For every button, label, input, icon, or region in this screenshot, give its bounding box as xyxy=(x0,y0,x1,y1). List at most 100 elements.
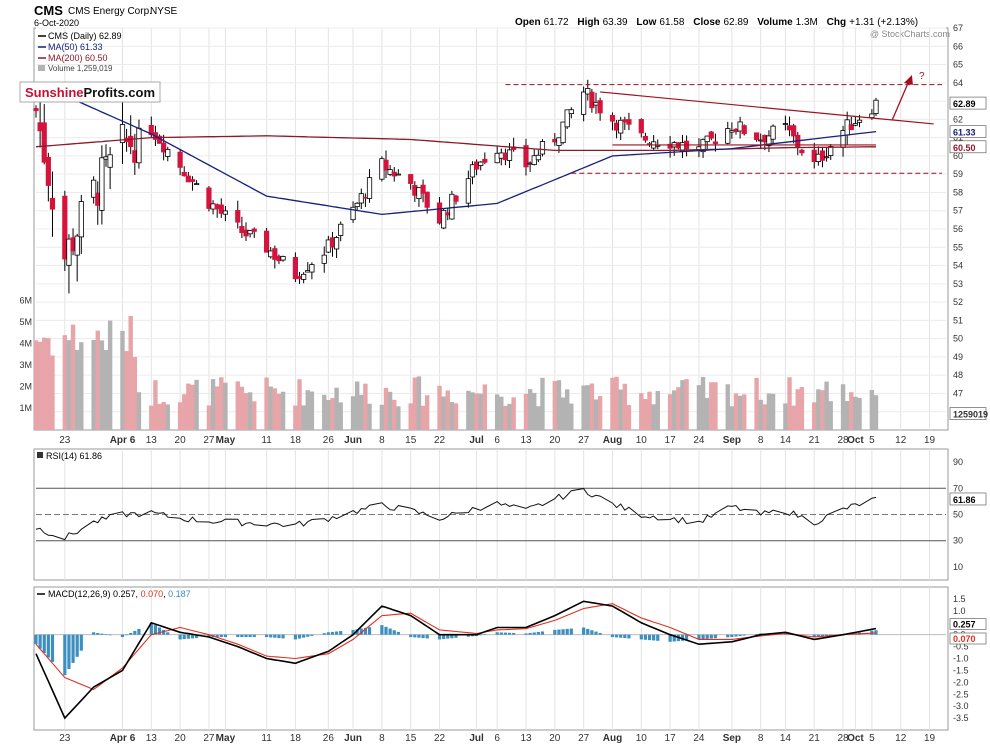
volume-bar xyxy=(322,394,327,430)
volume-bar xyxy=(758,399,763,430)
macd-histogram-bar xyxy=(701,634,705,640)
macd-histogram-bar xyxy=(75,634,79,657)
macd-histogram-bar xyxy=(42,634,46,654)
volume-bar xyxy=(536,406,541,430)
macd-histogram-bar xyxy=(252,634,256,638)
volume-bar xyxy=(589,383,595,430)
chg-label: Chg xyxy=(827,17,846,28)
volume-bars xyxy=(33,315,879,430)
volume-y-tick: 5M xyxy=(19,317,32,327)
macd-histogram-bar xyxy=(483,634,487,636)
price-y-tick: 52 xyxy=(953,297,963,307)
candle-body xyxy=(272,248,278,260)
macd-histogram-bar xyxy=(186,634,190,639)
macd-histogram-bar xyxy=(153,625,158,635)
macd-histogram-bar xyxy=(339,631,343,635)
volume-bar xyxy=(655,390,660,430)
candle-body xyxy=(766,135,772,147)
volume-bar xyxy=(556,380,562,430)
macd-histogram-bar xyxy=(812,634,816,638)
volume-bar xyxy=(367,403,372,430)
volume-bar xyxy=(824,381,829,430)
macd-histogram-bar xyxy=(705,634,709,639)
volume-bar xyxy=(733,393,739,430)
x-label-bottom: 26 xyxy=(323,733,335,744)
macd-y-tick: -1.5 xyxy=(953,665,969,675)
volume-value: 1.3M xyxy=(796,17,818,28)
macd-histogram-bar xyxy=(215,634,219,638)
x-label: 24 xyxy=(693,435,705,446)
candle-body xyxy=(78,201,84,238)
macd-histogram-bar xyxy=(38,634,42,649)
macd-histogram-bar xyxy=(557,629,561,635)
candle-body xyxy=(99,157,105,211)
x-label-bottom: May xyxy=(216,733,236,744)
ma50-price-tag: 61.33 xyxy=(949,125,987,138)
volume-bar xyxy=(840,384,846,430)
volume-bar xyxy=(235,381,240,430)
rsi-legend-swatch xyxy=(37,452,43,458)
candle-body xyxy=(177,151,183,168)
watermark: @ StockCharts.com xyxy=(870,29,950,39)
macd-histogram-bar xyxy=(713,634,718,639)
macd-histogram-bar xyxy=(330,631,335,635)
candle-body xyxy=(609,115,616,122)
volume-bar xyxy=(124,351,129,430)
rsi-value-box xyxy=(949,492,987,506)
x-label: 26 xyxy=(323,435,335,446)
volume-bar xyxy=(136,392,142,430)
volume-bar xyxy=(190,384,195,430)
volume-bar xyxy=(161,401,166,430)
volume-bar xyxy=(214,386,220,430)
macd-histogram-bar xyxy=(738,634,742,637)
volume-bar xyxy=(474,393,479,430)
macd-histogram-bar xyxy=(639,634,643,640)
macd-histogram-bar xyxy=(553,629,557,635)
x-label-bottom: 28 xyxy=(837,733,849,744)
candle-body xyxy=(74,235,80,256)
rsi-value-text: 61.86 xyxy=(953,495,976,505)
volume-bar xyxy=(762,404,768,430)
x-label-bottom: 12 xyxy=(895,733,907,744)
volume-bar xyxy=(338,402,343,430)
candle-body xyxy=(239,225,245,233)
x-label-bottom: 24 xyxy=(693,733,705,744)
candle-body xyxy=(506,149,513,161)
macd-histogram-bar xyxy=(178,634,182,640)
macd-line xyxy=(35,600,877,720)
macd-histogram-bar xyxy=(874,630,878,635)
macd-histogram-bar xyxy=(709,634,713,639)
legend-volume: Volume 1,259,019 xyxy=(48,64,113,73)
volume-bar xyxy=(99,340,105,430)
macd-histogram-bar xyxy=(367,627,372,635)
macd-histogram-bar xyxy=(816,634,820,637)
macd-histogram-bar xyxy=(297,634,302,639)
candle-body xyxy=(193,183,200,186)
candle-body xyxy=(873,99,879,114)
macd-histogram-bar xyxy=(264,634,269,638)
volume-bar xyxy=(853,396,858,430)
volume-bar xyxy=(62,335,68,430)
candle-body xyxy=(535,154,541,161)
price-y-tick: 55 xyxy=(953,242,963,252)
breakout-question-mark: ? xyxy=(919,71,925,82)
volume-bar xyxy=(626,405,632,430)
volume-bar xyxy=(42,337,47,430)
macd-histogram-bar xyxy=(647,634,652,641)
macd-histogram-bar xyxy=(219,634,223,638)
candle-body xyxy=(753,132,760,140)
close-price-tag-box xyxy=(949,96,987,110)
macd-histogram-bar xyxy=(697,634,701,640)
macd-histogram-bar xyxy=(359,628,363,635)
volume-bar xyxy=(153,380,158,430)
close-label: Close xyxy=(693,17,721,28)
macd-histogram-bar xyxy=(133,630,137,635)
macd-histogram-bar xyxy=(310,634,314,636)
volume-bar xyxy=(639,393,644,430)
ma200-price-tag: 60.50 xyxy=(949,140,987,154)
candle-body xyxy=(366,177,373,199)
macd-histogram-bar xyxy=(355,629,359,635)
macd-histogram-bar xyxy=(50,634,55,662)
macd-histogram-bar xyxy=(351,629,355,635)
